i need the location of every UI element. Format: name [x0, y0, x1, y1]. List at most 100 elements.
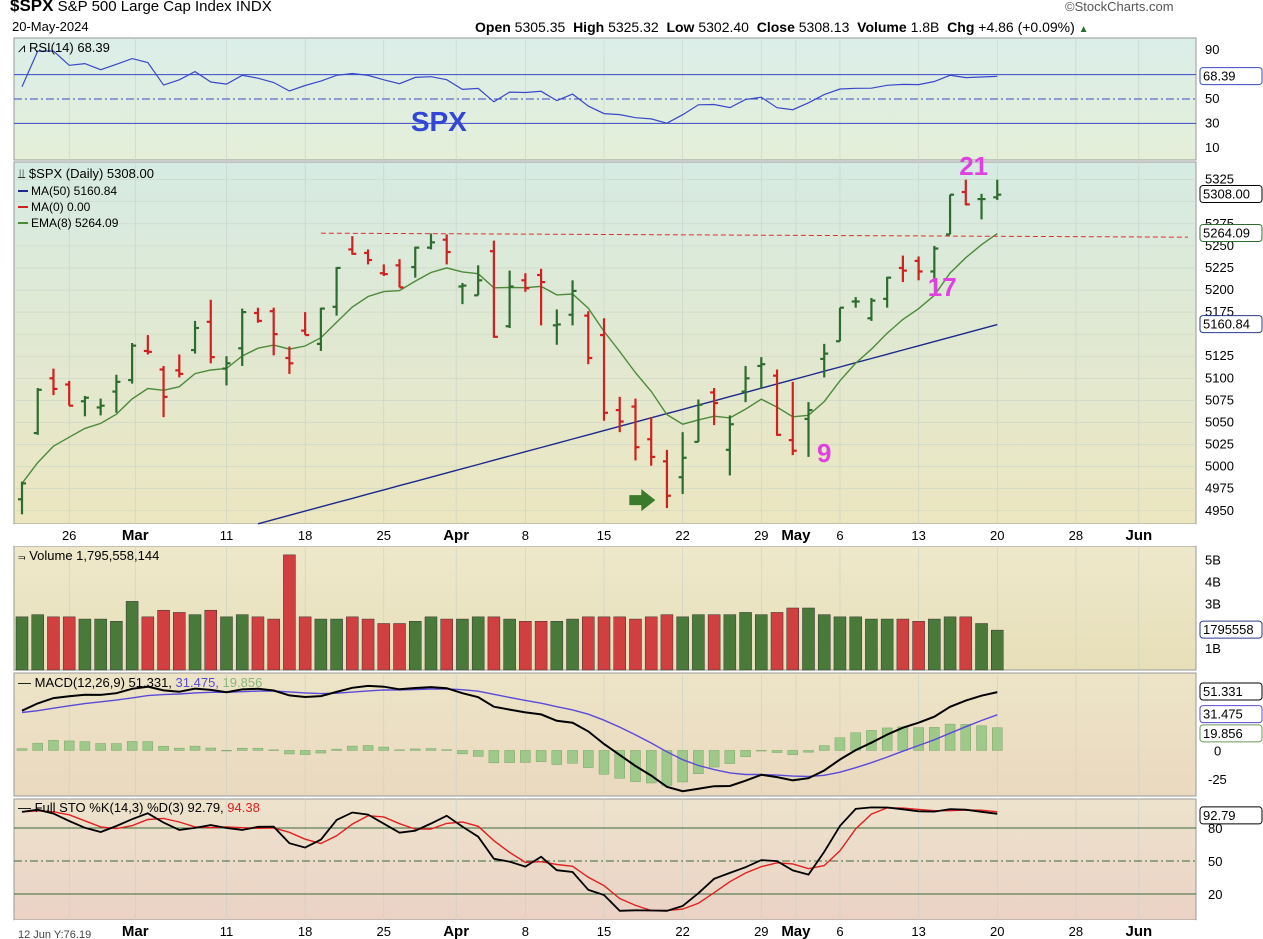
- volume-tick-label: 4B: [1205, 574, 1221, 589]
- brand-logo: ©StockCharts.com: [1065, 0, 1174, 14]
- macd-hist-bar: [95, 743, 106, 751]
- x-tick-label: 6: [836, 528, 843, 543]
- macd-tick-label: -25: [1208, 772, 1227, 787]
- ohlc-bar: [442, 234, 451, 265]
- volume-bar: [770, 612, 784, 671]
- x-tick-label: Apr: [443, 527, 469, 544]
- volume-tick-label: 5B: [1205, 552, 1221, 567]
- macd-hist-bar: [551, 750, 563, 765]
- x-tick-label: 13: [911, 528, 925, 543]
- volume-bar: [707, 614, 721, 671]
- macd-hist-bar: [787, 750, 798, 755]
- ohlc-bar: [253, 307, 262, 323]
- volume-bar: [550, 621, 564, 671]
- volume-bar: [991, 629, 1004, 671]
- x-tick-label-bottom: Mar: [122, 923, 149, 939]
- grid-lines: [68, 38, 1140, 920]
- ohlc-line: Open 5305.35 High 5325.32 Low 5302.40 Cl…: [475, 19, 1089, 35]
- volume-bar: [267, 618, 280, 671]
- macd-hist-bar: [756, 750, 767, 752]
- macd-axis-label-box: [1199, 682, 1263, 701]
- date-axis-strip-bottom: [14, 920, 1196, 939]
- volume-bar: [582, 616, 595, 671]
- volume-bar: [47, 616, 60, 671]
- ohlc-bar: [112, 374, 121, 413]
- macd-hist-bar: [708, 750, 720, 768]
- volume-bar: [361, 618, 375, 671]
- ohlc-bar: [584, 311, 593, 365]
- ohlc-bar: [741, 365, 750, 403]
- macd-hist-bar: [661, 750, 673, 786]
- ohlc-bar: [332, 266, 341, 316]
- macd-hist-bar: [189, 745, 201, 751]
- ohlc-bar: [65, 380, 74, 407]
- volume-bar: [833, 616, 847, 671]
- price-tick-label: 5000: [1205, 459, 1234, 474]
- sto-tick-label: 20: [1208, 887, 1222, 902]
- hist-axis-label: 19.856: [1203, 726, 1243, 741]
- price-tick-label: 5125: [1205, 348, 1234, 363]
- price-tick-label: 5100: [1205, 370, 1234, 385]
- volume-bar: [393, 623, 406, 671]
- price-legend-item: MA(0) 0.00: [31, 200, 91, 214]
- ohlc-bar: [395, 259, 404, 289]
- volume-bar: [298, 616, 312, 671]
- ohlc-bar: [773, 369, 782, 436]
- ohlc-bar: [993, 179, 1002, 200]
- volume-bar: [739, 612, 752, 671]
- macd-hist-bar: [944, 723, 956, 751]
- price-tick-label: 5025: [1205, 437, 1234, 452]
- macd-hist-bar: [315, 750, 327, 754]
- macd-hist-bar: [535, 750, 547, 762]
- macd-hist-bar: [598, 750, 610, 775]
- volume-bar: [912, 621, 925, 671]
- macd-hist-bar: [48, 740, 59, 751]
- x-tick-label-bottom: 6: [836, 924, 843, 939]
- volume-bar: [928, 618, 941, 671]
- macd-hist-bar: [567, 750, 578, 764]
- ticker-line: $SPX S&P 500 Large Cap Index INDX: [10, 0, 272, 16]
- panel-macd-bg: [13, 672, 1197, 797]
- macd-hist-bar: [410, 748, 421, 751]
- volume-bar: [346, 616, 359, 671]
- x-tick-label: May: [781, 527, 811, 544]
- ohlc-bar: [883, 276, 892, 308]
- rsi-legend: ⩘ RSI(14) 68.39: [18, 40, 110, 55]
- macd-hist-bar: [205, 747, 216, 751]
- volume-bar: [220, 616, 233, 671]
- volume-bar: [723, 614, 737, 671]
- chg-value: +4.86 (+0.09%): [978, 19, 1075, 35]
- macd-hist-bar: [158, 746, 169, 751]
- volume-bar: [786, 607, 800, 671]
- macd-hist-bar: [897, 726, 909, 751]
- macd-hist-bar: [362, 745, 374, 751]
- ohlc-bar: [364, 249, 373, 265]
- x-tick-label: 22: [675, 528, 689, 543]
- ohlc-bar: [961, 179, 970, 206]
- volume-bar: [157, 609, 170, 671]
- x-tick-label-bottom: 15: [597, 924, 611, 939]
- ohlc-bar: [631, 398, 640, 461]
- sto-d-line: [21, 807, 998, 912]
- volume-bar: [235, 614, 249, 671]
- volume-bar: [865, 618, 878, 671]
- signal-axis-label: 31.475: [1203, 707, 1243, 722]
- rsi-tick-label: 50: [1205, 91, 1219, 106]
- x-tick-label-bottom: 29: [754, 924, 768, 939]
- annotation-label: 9: [817, 438, 831, 468]
- volume-bar: [943, 616, 957, 671]
- ohlc-bar: [788, 381, 797, 456]
- price-tick-label: 5200: [1205, 282, 1234, 297]
- ma50-axis-label-box: [1199, 315, 1263, 334]
- volume-bar: [330, 618, 343, 671]
- panel-sto-bg: [13, 798, 1197, 921]
- ticker-symbol: $SPX: [10, 0, 54, 15]
- macd-hist-bar: [174, 747, 185, 751]
- volume-bar: [424, 616, 438, 671]
- signal-axis-label-box: [1199, 705, 1263, 724]
- macd-hist-bar: [268, 749, 279, 751]
- macd-hist-bar: [976, 725, 987, 751]
- volume-bar: [519, 621, 532, 671]
- price-tick-label: 5075: [1205, 392, 1234, 407]
- volume-bar: [597, 616, 611, 671]
